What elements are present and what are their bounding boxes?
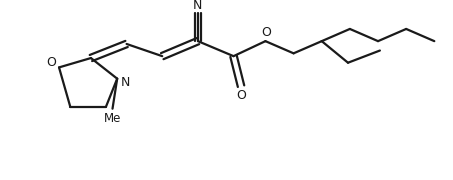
Text: O: O <box>236 89 246 102</box>
Text: O: O <box>47 56 57 69</box>
Text: Me: Me <box>104 112 121 125</box>
Text: N: N <box>121 76 130 89</box>
Text: N: N <box>193 0 202 12</box>
Text: O: O <box>261 26 271 39</box>
